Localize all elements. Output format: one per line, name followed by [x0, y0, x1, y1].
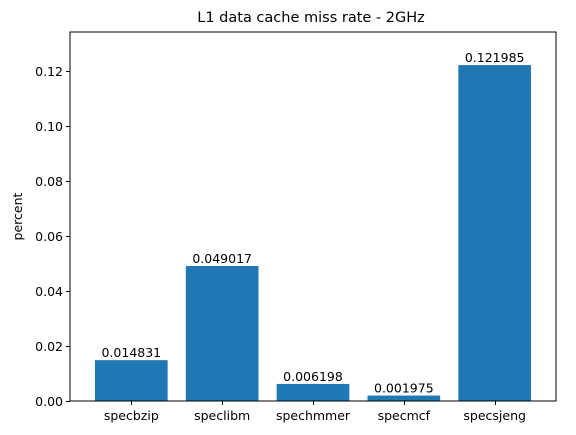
y-tick-label: 0.04 — [35, 284, 63, 299]
data-label: 0.014831 — [101, 345, 161, 360]
plot-frame — [69, 31, 557, 402]
x-tick-label: specmcf — [378, 408, 431, 423]
y-axis: 0.00 0.02 0.04 0.06 0.08 0.10 0.12 — [35, 64, 70, 409]
bars-group — [94, 65, 532, 401]
x-tick-label: specbzip — [104, 408, 159, 423]
y-tick-label: 0.00 — [35, 394, 63, 409]
data-labels-group: 0.014831 0.049017 0.006198 0.001975 0.121985 — [101, 50, 524, 395]
x-tick-label: specsjeng — [463, 408, 526, 423]
data-label: 0.006198 — [283, 369, 343, 384]
y-tick-label: 0.10 — [35, 119, 63, 134]
chart-title: L1 data cache miss rate - 2GHz — [197, 10, 424, 26]
data-label: 0.121985 — [465, 50, 525, 65]
y-tick-label: 0.02 — [35, 339, 63, 354]
y-tick-label: 0.12 — [35, 64, 63, 79]
data-label: 0.049017 — [192, 251, 252, 266]
x-tick-label: spechmmer — [276, 408, 351, 423]
bar-speclibm — [185, 266, 259, 401]
data-label: 0.001975 — [374, 381, 434, 396]
bar-specsjeng — [458, 65, 532, 401]
bar-specbzip — [94, 360, 168, 401]
bar-spechmmer — [276, 383, 350, 401]
x-tick-label: speclibm — [194, 408, 250, 423]
y-tick-label: 0.08 — [35, 174, 63, 189]
bar-specmcf — [367, 395, 441, 401]
y-axis-label: percent — [10, 192, 25, 240]
y-tick-label: 0.06 — [35, 229, 63, 244]
x-axis: specbzip speclibm spechmmer specmcf specsjen… — [104, 401, 526, 423]
